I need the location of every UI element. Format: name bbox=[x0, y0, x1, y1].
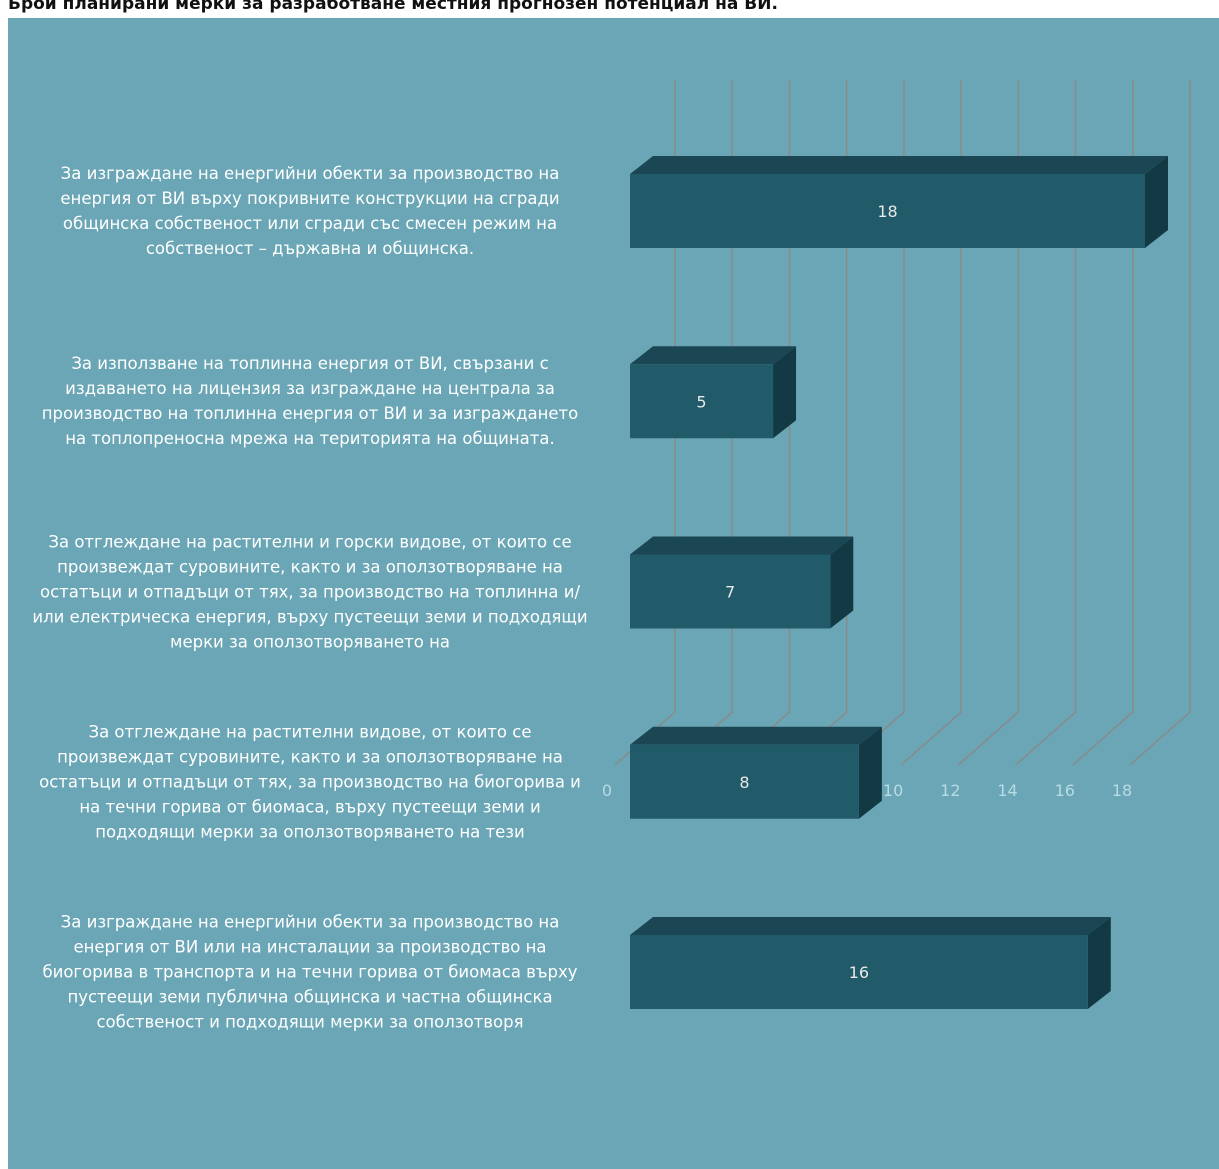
data-label: 16 bbox=[849, 963, 869, 982]
grid-line bbox=[1015, 80, 1077, 766]
y-tick-label: За отглеждане на растителни видове, от к… bbox=[39, 722, 581, 842]
y-tick-label: За отглеждане на растителни и горски вид… bbox=[32, 532, 588, 651]
chart-title: Брой планирани мерки за разработване мес… bbox=[8, 0, 778, 14]
bar-top bbox=[630, 346, 797, 365]
x-tick-label: 16 bbox=[1055, 781, 1075, 800]
data-label: 8 bbox=[739, 773, 749, 792]
bar-side bbox=[830, 536, 854, 629]
y-tick-label: За изграждане на енергийни обекти за про… bbox=[42, 912, 578, 1032]
x-tick-label: 18 bbox=[1112, 781, 1132, 800]
data-label: 7 bbox=[725, 583, 735, 602]
data-label: 18 bbox=[877, 202, 897, 221]
grid-line bbox=[1129, 80, 1191, 766]
y-tick-label: За използване на топлинна енергия от ВИ,… bbox=[41, 354, 579, 449]
bar-side bbox=[773, 346, 797, 439]
bar-top bbox=[630, 156, 1168, 174]
grid-line bbox=[900, 80, 962, 766]
grid-line bbox=[1072, 80, 1134, 766]
bar-side bbox=[1145, 156, 1168, 248]
bar-top bbox=[630, 917, 1111, 935]
x-tick-label: 14 bbox=[997, 781, 1017, 800]
bar-top bbox=[630, 536, 854, 555]
grid-line bbox=[957, 80, 1020, 766]
x-tick-label: 12 bbox=[940, 781, 960, 800]
y-tick-label: За изграждане на енергийни обекти за про… bbox=[60, 164, 560, 258]
bar bbox=[630, 364, 774, 439]
bar-side bbox=[1087, 917, 1111, 1009]
bar-side bbox=[858, 726, 882, 819]
bar bbox=[630, 554, 831, 629]
bar-top bbox=[630, 726, 882, 745]
bar bbox=[630, 744, 859, 819]
x-tick-label: 10 bbox=[883, 781, 903, 800]
x-tick-label: 0 bbox=[602, 781, 612, 800]
bar bbox=[630, 935, 1088, 1009]
bar bbox=[630, 174, 1145, 248]
data-label: 5 bbox=[696, 392, 706, 411]
